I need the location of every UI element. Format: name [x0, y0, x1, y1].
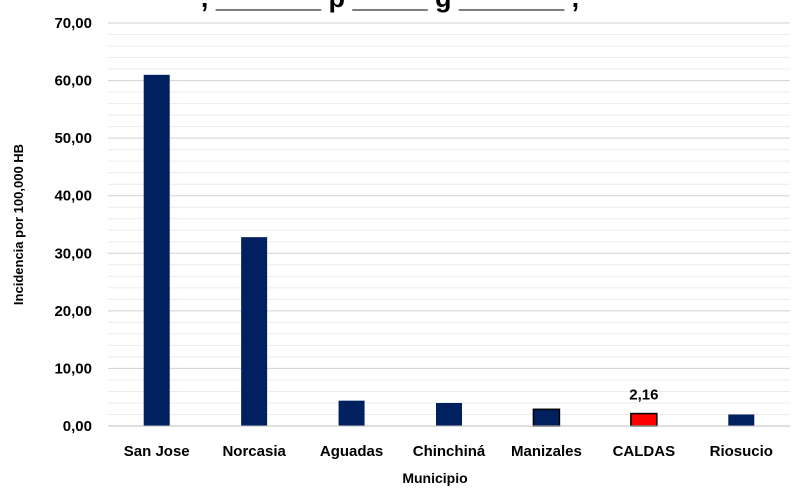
x-tick-label: Manizales	[511, 443, 582, 460]
x-tick-label: CALDAS	[613, 443, 676, 460]
bar-riosucio	[728, 414, 755, 426]
bar-norcasia	[241, 237, 268, 426]
x-tick-label: Chinchiná	[413, 443, 486, 460]
y-tick-label: 10,00	[54, 360, 92, 377]
y-tick-label: 60,00	[54, 73, 92, 90]
data-label: 2,16	[629, 387, 658, 404]
bar-manizales	[532, 408, 561, 427]
y-tick-label: 40,00	[54, 188, 92, 205]
y-tick-label: 0,00	[63, 418, 92, 435]
chart-title: , _______ p _____ g _______ ,	[100, 0, 680, 14]
y-tick-label: 70,00	[54, 15, 92, 32]
y-tick-label: 20,00	[54, 303, 92, 320]
bar-chinchin-	[436, 402, 462, 426]
bar-caldas	[630, 412, 658, 427]
x-tick-label: Aguadas	[320, 443, 383, 460]
bar-san-jose	[143, 74, 170, 427]
y-tick-label: 50,00	[54, 130, 92, 147]
y-tick-label: 30,00	[54, 245, 92, 262]
x-tick-label: Norcasia	[222, 443, 286, 460]
y-axis-label: Incidencia por 100,000 HB	[11, 144, 26, 305]
x-tick-label: San Jose	[124, 443, 190, 460]
x-axis-label: Municipio	[402, 470, 467, 486]
bar-aguadas	[338, 400, 365, 426]
x-tick-label: Riosucio	[710, 443, 773, 460]
